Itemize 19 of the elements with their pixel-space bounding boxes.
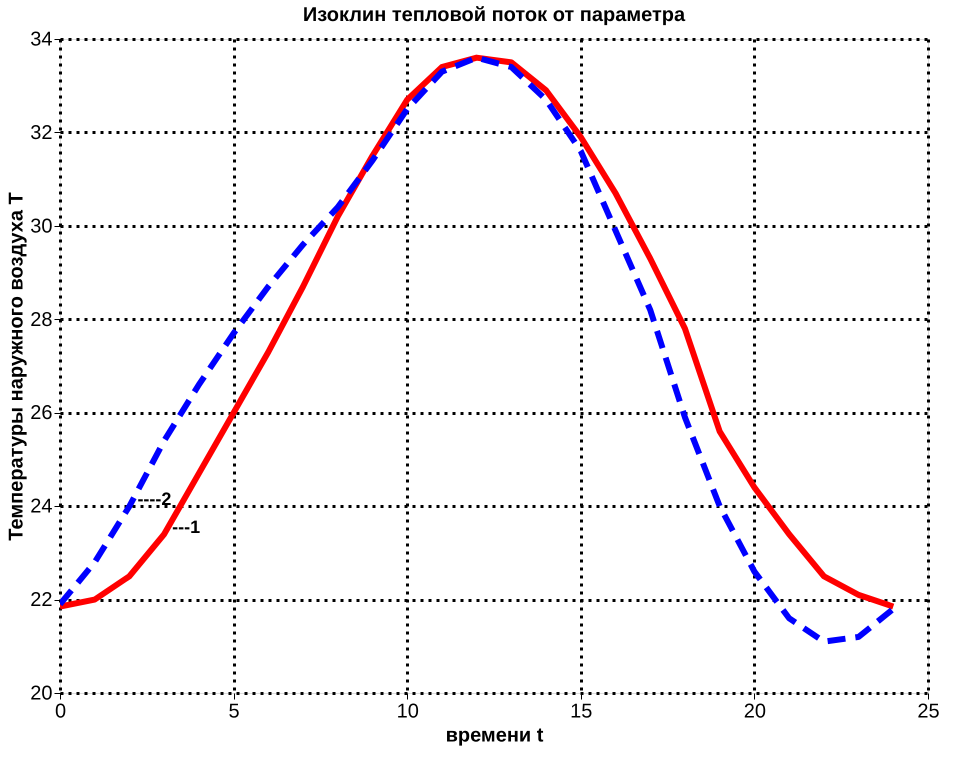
- series-label: ---1: [172, 517, 200, 538]
- y-tick-label: 32: [30, 122, 52, 144]
- y-tick-label: 28: [30, 308, 52, 331]
- y-tick-label: 26: [30, 402, 52, 424]
- x-axis-title: времени t: [446, 724, 544, 746]
- x-tick-label: 20: [744, 700, 766, 722]
- x-tick-label: 15: [570, 700, 592, 722]
- y-tick-label: 34: [30, 28, 52, 50]
- x-tick-label: 5: [228, 700, 240, 722]
- y-tick-label: 30: [30, 215, 52, 238]
- y-tick-label: 22: [30, 589, 52, 612]
- x-tick-label: 10: [396, 700, 419, 722]
- y-tick-label: 24: [30, 496, 52, 518]
- series-label: ----2: [137, 489, 172, 510]
- x-tick-label: 0: [54, 700, 66, 722]
- y-tick-label: 20: [30, 682, 52, 704]
- y-axis-title: Температуры наружного воздуха T: [5, 192, 28, 541]
- chart-title: Изоклин тепловой поток от параметра: [302, 4, 686, 26]
- x-tick-label: 25: [917, 700, 940, 722]
